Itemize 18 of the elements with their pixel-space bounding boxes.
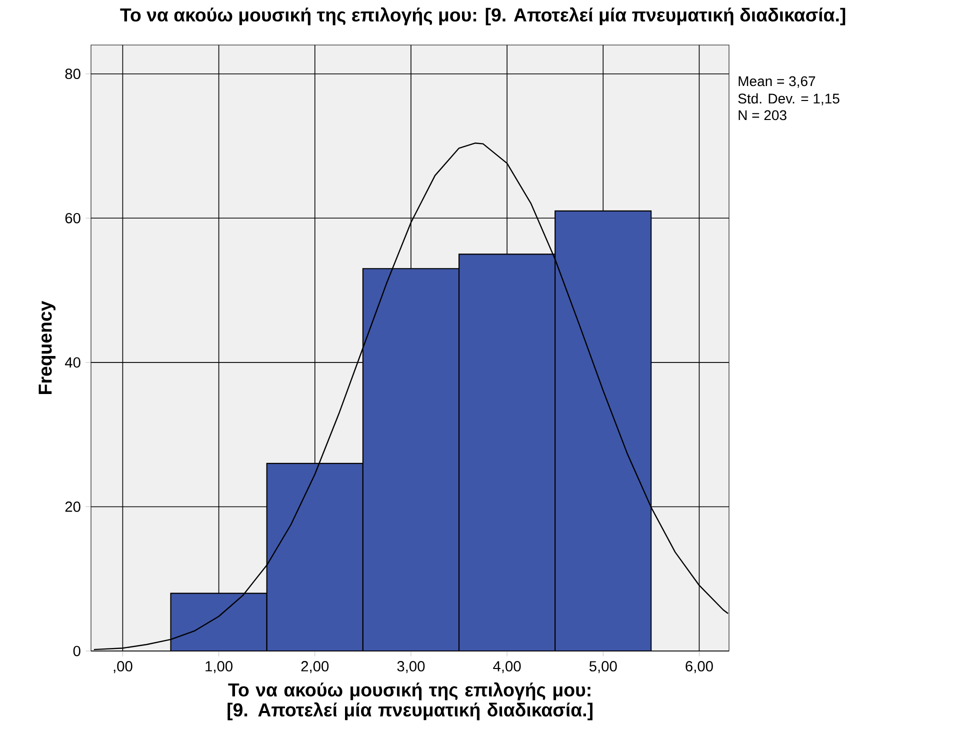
text: Std. Dev. = 1,15: [738, 93, 840, 106]
x-tick-label: 3,00: [397, 661, 425, 674]
x-tick-label: 4,00: [493, 661, 521, 674]
y-axis-title: Frequency: [38, 300, 56, 394]
y-tick-label: 60: [65, 212, 80, 224]
y-tick-label: 80: [65, 68, 80, 80]
x-tick-label: 2,00: [301, 661, 329, 674]
text: Mean = 3,67: [738, 76, 816, 88]
x-tick-label: 5,00: [589, 661, 617, 674]
x-tick-label: ,00: [114, 661, 132, 674]
chart-title: Το να ακούω μουσική της επιλογής μου: [9. Αποτελεί μία πνευματική διαδικασία.]: [120, 7, 846, 26]
x-tick-label: 1,00: [206, 661, 232, 674]
y-tick-label: 0: [73, 646, 80, 656]
y-tick-label: 40: [64, 357, 80, 368]
x-axis-title: Το να ακούω μουσική της επιλογής μου: [9. Αποτελεί μία πνευματική διαδικασία.]: [228, 682, 592, 720]
text: N = 203: [738, 110, 786, 120]
x-tick-label: 6,00: [686, 661, 713, 674]
y-tick-label: 20: [65, 502, 80, 512]
